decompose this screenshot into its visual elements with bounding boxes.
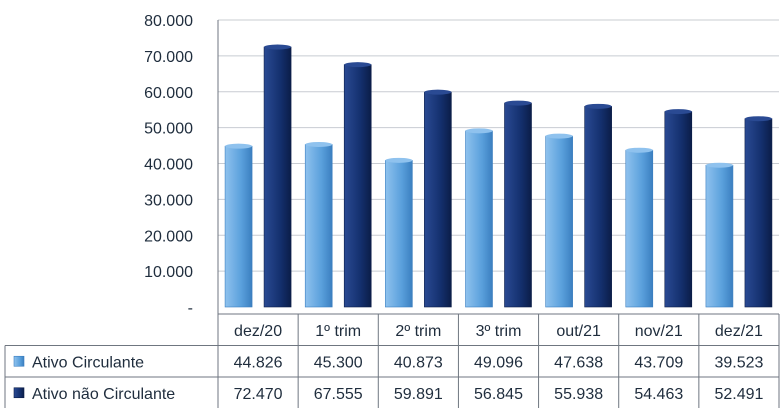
bar-top-cap <box>305 141 333 147</box>
bar-ativo-circulante <box>625 149 654 308</box>
data-value: 55.938 <box>554 386 603 403</box>
data-value: 54.463 <box>634 386 683 403</box>
bar-ativo-nao-circulante <box>664 111 693 308</box>
category-label: 1º trim <box>315 323 361 340</box>
y-tick-label: 70.000 <box>144 49 193 66</box>
bar-top-cap <box>385 157 413 163</box>
data-value: 43.709 <box>634 354 683 371</box>
category-label: 2º trim <box>395 323 441 340</box>
bar-top-cap <box>225 143 253 149</box>
series-name: Ativo Circulante <box>32 354 144 371</box>
bar-top-cap <box>664 109 692 115</box>
data-value: 40.873 <box>394 354 443 371</box>
data-value: 39.523 <box>714 354 763 371</box>
y-axis-tick-labels: - 10.000 20.000 30.000 40.000 50.000 60.000 70.… <box>144 13 193 317</box>
y-tick-label: 80.000 <box>144 13 193 30</box>
bar-top-cap <box>545 133 573 139</box>
bar-top-cap <box>504 100 532 106</box>
category-label: dez/21 <box>715 323 763 340</box>
data-value: 59.891 <box>394 386 443 403</box>
category-label: out/21 <box>556 323 601 340</box>
bar-top-cap <box>424 89 452 95</box>
bar-top-cap <box>744 116 772 122</box>
bar-ativo-circulante <box>224 145 253 308</box>
bar-top-cap <box>344 62 372 68</box>
legend-swatch <box>13 355 25 367</box>
bar-top-cap <box>264 44 292 50</box>
y-tick-label: 30.000 <box>144 192 193 209</box>
bar-ativo-nao-circulante <box>343 64 372 308</box>
bar-ativo-nao-circulante <box>504 102 532 308</box>
y-tick-label: 10.000 <box>144 264 193 281</box>
gridlines <box>218 19 779 272</box>
data-value: 72.470 <box>234 386 283 403</box>
bar-top-cap <box>465 128 493 134</box>
bar-top-cap <box>584 103 612 109</box>
data-value: 52.491 <box>714 386 763 403</box>
bar-ativo-circulante <box>545 135 573 308</box>
y-tick-label: 60.000 <box>144 85 193 102</box>
category-label: 3º trim <box>476 323 522 340</box>
bar-ativo-circulante <box>465 130 493 308</box>
y-tick-label: 40.000 <box>144 157 193 174</box>
bar-ativo-nao-circulante <box>424 91 452 308</box>
data-value: 56.845 <box>474 386 523 403</box>
series-name: Ativo não Circulante <box>32 386 175 403</box>
data-value: 67.555 <box>314 386 363 403</box>
y-tick-label: 50.000 <box>144 121 193 138</box>
bar-ativo-circulante <box>304 144 333 308</box>
bars <box>224 44 773 308</box>
bar-ativo-circulante <box>705 164 734 308</box>
data-value: 45.300 <box>314 354 363 371</box>
y-tick-label: 20.000 <box>144 228 193 245</box>
data-value: 47.638 <box>554 354 603 371</box>
bar-ativo-circulante <box>385 160 413 308</box>
bar-top-cap <box>625 147 653 153</box>
legend-swatch <box>13 387 25 399</box>
data-value: 44.826 <box>234 354 283 371</box>
bar-ativo-nao-circulante <box>263 46 292 308</box>
category-label: dez/20 <box>234 323 282 340</box>
bar-top-cap <box>705 162 733 168</box>
bar-ativo-nao-circulante <box>584 106 612 308</box>
data-value: 49.096 <box>474 354 523 371</box>
y-tick-label: - <box>188 300 193 317</box>
category-label: nov/21 <box>635 323 683 340</box>
bar-ativo-nao-circulante <box>744 118 773 308</box>
